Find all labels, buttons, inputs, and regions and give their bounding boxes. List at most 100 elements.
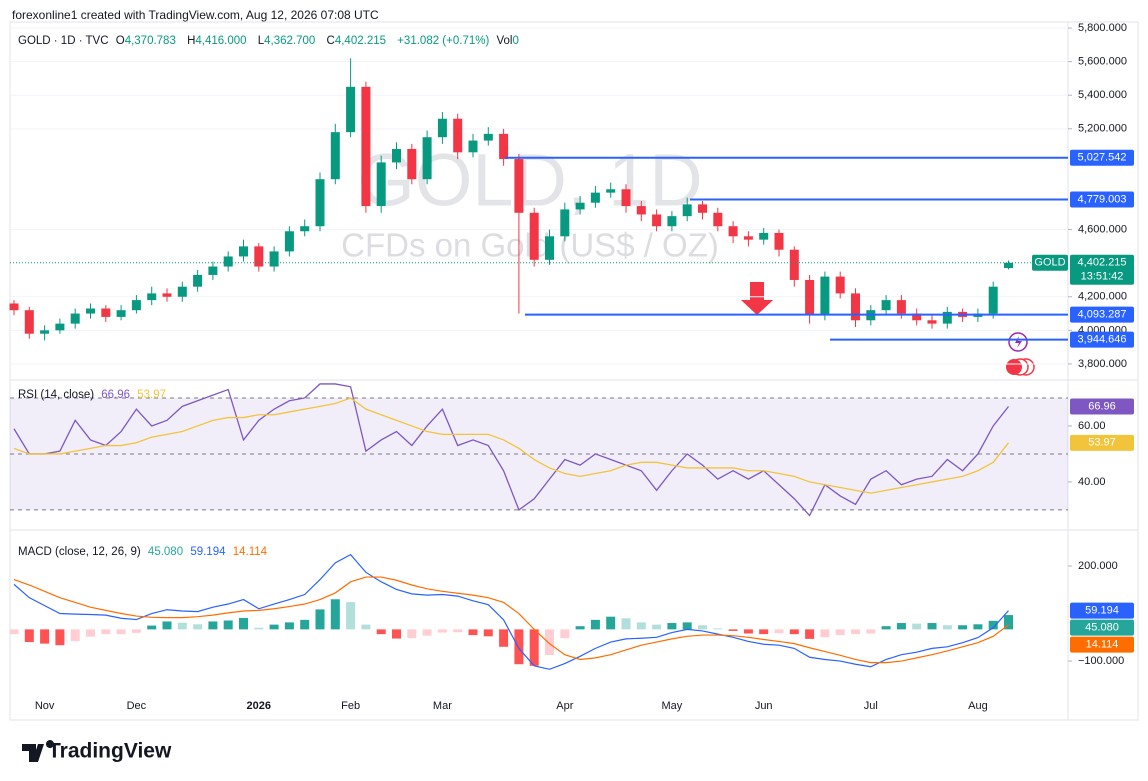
macd-tag-bg <box>1070 636 1134 653</box>
candle-body <box>223 256 233 267</box>
histogram-bar <box>575 626 585 630</box>
histogram-bar <box>177 622 187 630</box>
histogram-bar <box>101 629 111 635</box>
histogram-bar <box>988 620 998 630</box>
candle-body <box>667 216 677 227</box>
candle-body <box>131 300 141 311</box>
level-label-bg <box>1070 191 1134 208</box>
histogram-bar <box>193 624 203 630</box>
histogram-bar <box>881 626 891 630</box>
y-tick-label: 5,200.000 <box>1078 123 1127 135</box>
candle-body <box>896 300 906 314</box>
candle-body <box>376 162 386 207</box>
y-tick-label: 5,400.000 <box>1078 89 1127 101</box>
histogram-bar <box>422 629 432 636</box>
histogram-bar <box>208 621 218 630</box>
candle-body <box>942 311 952 324</box>
candle-body <box>40 330 50 334</box>
volume: Vol0 <box>497 35 523 47</box>
candle-body <box>193 274 203 287</box>
x-tick-label: Mar <box>433 700 452 712</box>
x-tick-label: Apr <box>556 700 573 712</box>
histogram-bar <box>162 621 172 630</box>
histogram-bar <box>361 624 371 630</box>
histogram-bar <box>9 629 19 635</box>
candle-body <box>392 148 401 163</box>
countdown: 13:51:42 <box>1081 271 1124 283</box>
candle-body <box>208 266 218 275</box>
candle-body <box>789 249 799 280</box>
ohlc-key: L <box>257 35 265 47</box>
candle-body <box>86 308 95 314</box>
histogram-bar <box>223 620 233 630</box>
candle-body <box>239 246 248 257</box>
histogram-bar <box>147 625 157 630</box>
histogram-bar <box>131 629 141 633</box>
level-label-bg <box>1070 149 1134 166</box>
histogram-bar <box>713 628 723 630</box>
candle-body <box>820 276 830 316</box>
candle-body <box>407 148 417 180</box>
ohlc: L4,362.700 <box>258 35 320 47</box>
histogram-bar <box>453 629 463 633</box>
histogram-bar <box>774 629 784 634</box>
candle-body <box>437 118 447 138</box>
candle-body <box>162 293 172 297</box>
macd-value: 59.194 <box>190 546 226 558</box>
histogram-bar <box>1004 615 1013 630</box>
candle-body <box>499 133 509 160</box>
level-label: 4,779.003 <box>1078 193 1127 205</box>
histogram-bar <box>912 623 922 630</box>
change: +31.082 (+0.71%) <box>397 35 490 47</box>
histogram-bar <box>759 629 769 635</box>
histogram-bar <box>284 622 294 630</box>
macd-line <box>13 576 1009 664</box>
histogram-bar <box>851 629 860 635</box>
histogram-bar <box>805 629 815 639</box>
brand-name: TradingView <box>48 740 172 763</box>
histogram-bar <box>346 602 356 630</box>
signal-value: 14.114 <box>232 546 268 558</box>
candle-body <box>636 206 646 215</box>
y-tick-label: 60.00 <box>1078 420 1106 432</box>
x-tick-label: Dec <box>127 700 147 712</box>
macd-tag: 45.080 <box>1085 622 1119 634</box>
histogram-bar <box>514 629 524 665</box>
volume-value: 0 <box>512 35 519 47</box>
histogram-bar <box>70 629 80 642</box>
level-label: 5,027.542 <box>1078 152 1127 164</box>
candle-body <box>759 232 769 240</box>
histogram-bar <box>437 629 447 633</box>
histogram-bar <box>545 629 554 656</box>
histogram-value: 45.080 <box>147 546 184 558</box>
y-tick-label: 200.000 <box>1078 560 1118 572</box>
histogram-bar <box>942 625 952 630</box>
candle-body <box>728 226 738 237</box>
x-tick-label: Feb <box>341 700 360 712</box>
histogram-bar <box>743 629 753 634</box>
y-tick-label: 4,200.000 <box>1078 291 1127 303</box>
ohlc-value: 4,362.700 <box>264 35 316 47</box>
y-tick-label: −100.000 <box>1078 655 1124 667</box>
candle-body <box>55 323 65 331</box>
x-tick-label: Jul <box>864 700 878 712</box>
histogram-bar <box>927 623 937 630</box>
level-label: 4,093.287 <box>1078 309 1127 321</box>
candle-body <box>927 320 937 324</box>
candle-body <box>743 236 753 240</box>
candle-body <box>101 308 111 317</box>
histogram-bar <box>667 623 677 630</box>
rsi-value: 66.96 <box>101 389 131 401</box>
ohlc-key: H <box>187 35 196 47</box>
histogram-bar <box>407 629 417 639</box>
macd-tag: 14.114 <box>1086 639 1119 651</box>
y-tick-label: 3,800.000 <box>1078 358 1127 370</box>
news-icon <box>1006 359 1022 375</box>
histogram-bar <box>483 629 493 637</box>
ohlc-key: C <box>326 35 335 47</box>
macd-title: MACD (close, 12, 26, 9) <box>18 546 141 558</box>
histogram-bar <box>835 629 845 636</box>
histogram-bar <box>652 624 662 630</box>
rsi-ma-value: 53.97 <box>137 389 167 401</box>
